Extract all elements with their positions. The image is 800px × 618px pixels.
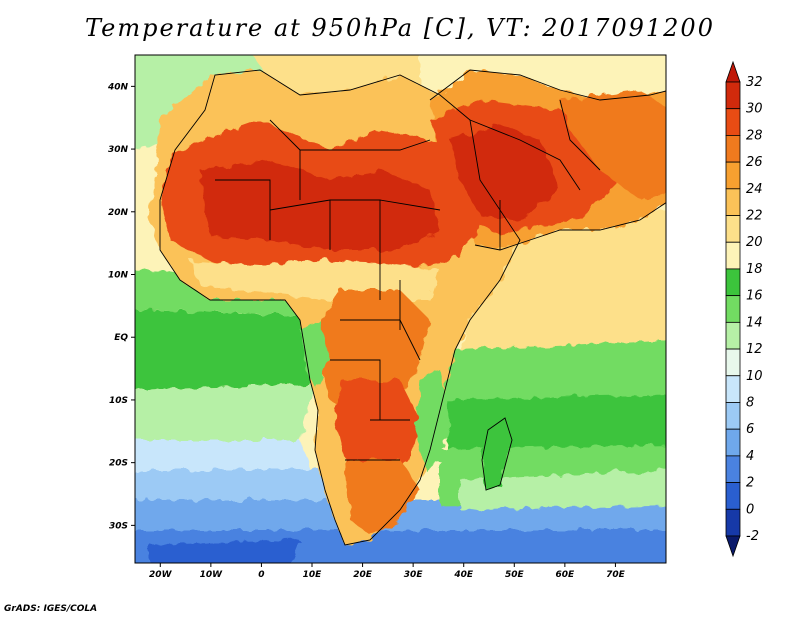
colorbar-label: 22: [746, 209, 763, 224]
lat-tick-label: 10N: [108, 271, 129, 281]
colorbar-label: 28: [746, 128, 763, 143]
lon-tick-label: 50E: [505, 570, 525, 580]
colorbar-box: [725, 81, 741, 110]
colorbar-label: 8: [746, 395, 754, 410]
colorbar-label: 6: [746, 422, 754, 437]
south-atlantic-mild: [135, 385, 315, 440]
colorbar-label: -2: [746, 529, 759, 544]
southern-africa-hot: [335, 380, 420, 470]
south-indian-ocean-cool: [460, 470, 666, 510]
colorbar-box: [725, 295, 741, 323]
colorbar-label: 14: [746, 315, 763, 330]
lat-tick-label: 10S: [109, 396, 128, 406]
lon-tick-label: 60E: [556, 570, 576, 580]
southern-ocean-coldest: [150, 540, 300, 563]
coastlines-and-borders: [159, 69, 666, 546]
madagascar: [482, 418, 512, 490]
colorbar-label: 32: [746, 75, 763, 90]
temperature-field: [135, 55, 666, 563]
lat-tick-label: 40N: [107, 82, 129, 92]
lon-tick-label: 30E: [404, 570, 424, 580]
lon-tick-label: 20E: [353, 570, 373, 580]
colorbar-label: 16: [746, 289, 763, 304]
latitude-axis: 40N 30N 20N 10N EQ 10S 20S 30S: [107, 82, 135, 531]
iran-pakistan-warm: [560, 90, 666, 200]
colorbar-label: 30: [746, 102, 763, 117]
colorbar-box: [725, 135, 741, 163]
colorbar-label: 2: [746, 476, 754, 491]
lat-tick-label: EQ: [114, 333, 128, 343]
colorbar-box: [725, 428, 741, 457]
lat-tick-label: 30S: [109, 521, 128, 531]
colorbar-label: 18: [746, 262, 763, 277]
colorbar-label: 0: [746, 502, 754, 517]
equatorial-atlantic-green: [135, 310, 320, 390]
lon-tick-label: 40E: [453, 570, 474, 580]
colorbar-box: [725, 241, 741, 270]
grads-credit: GrADS: IGES/COLA: [4, 604, 98, 614]
lon-tick-label: 10W: [200, 570, 224, 580]
lon-tick-label: 10E: [303, 570, 323, 580]
chart-title: Temperature at 950hPa [C], VT: 201709120…: [85, 14, 715, 42]
south-africa-warm: [345, 460, 420, 535]
colorbar-label: 4: [746, 449, 754, 464]
lat-tick-label: 30N: [108, 145, 129, 155]
colorbar-box: [725, 508, 741, 537]
lat-tick-label: 20S: [109, 459, 128, 469]
colorbar-box: [725, 375, 741, 403]
mozambique-mild: [415, 370, 450, 470]
colorbar-box: [725, 321, 741, 350]
colorbar-label: 24: [746, 182, 763, 197]
longitude-axis: 20W 10W 0 10E 20E 30E 40E 50E 60E 70E: [149, 563, 626, 580]
colorbar-box: [725, 268, 741, 297]
south-atlantic-cool: [135, 440, 310, 470]
colorbar-box: [725, 455, 741, 483]
plot-frame: [134, 54, 667, 564]
lon-tick-label: 0: [258, 570, 264, 580]
lon-tick-label: 70E: [606, 570, 626, 580]
arabia-hottest: [450, 125, 560, 220]
lat-tick-label: 20N: [108, 208, 129, 218]
colorbar-label: 26: [746, 155, 763, 170]
south-atlantic-cold: [135, 470, 340, 500]
colorbar-label: 10: [746, 369, 763, 384]
colorbar-top-arrow: [725, 60, 741, 83]
colorbar-box: [725, 188, 741, 216]
colorbar-box: [725, 402, 741, 430]
colorbar-box: [725, 348, 741, 377]
colorbar-box: [725, 482, 741, 510]
lon-tick-label: 20W: [149, 570, 173, 580]
colorbar-label: 20: [746, 235, 763, 250]
colorbar-label: 12: [746, 342, 763, 357]
colorbar-box: [725, 215, 741, 243]
colorbar-box: [725, 161, 741, 190]
congo-coast-mild: [300, 320, 330, 390]
colorbar-box: [725, 108, 741, 136]
colorbar-bottom-arrow: [725, 535, 741, 558]
